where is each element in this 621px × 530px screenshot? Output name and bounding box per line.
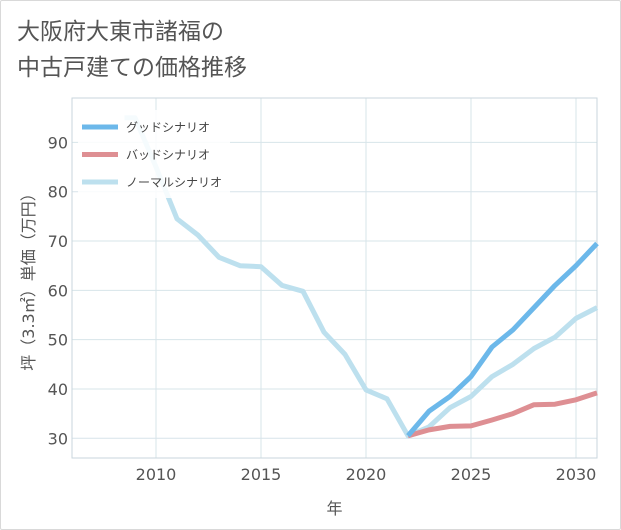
- x-tick-labels: 2010 2015 2020 2025 2030: [136, 465, 597, 484]
- x-tick-label: 2030: [556, 465, 597, 484]
- y-tick-label: 60: [48, 281, 68, 300]
- x-tick-label: 2020: [346, 465, 387, 484]
- y-tick-label: 80: [48, 183, 68, 202]
- series-line-2: [124, 115, 599, 439]
- series-line-1: [407, 390, 598, 439]
- x-tick-label: 2015: [241, 465, 282, 484]
- series-lines: [124, 115, 599, 439]
- y-tick-labels: 30 40 50 60 70 80 90: [48, 133, 68, 448]
- x-axis-label: 年: [326, 499, 342, 518]
- title-line-2: 中古戸建ての価格推移: [17, 55, 247, 81]
- grid: [72, 98, 597, 458]
- y-axis-label: 坪（3.3㎡）単価（万円）: [19, 185, 38, 370]
- y-tick-label: 30: [48, 429, 68, 448]
- x-tick-label: 2010: [136, 465, 177, 484]
- y-tick-label: 50: [48, 331, 68, 350]
- plot-area: [71, 97, 598, 459]
- legend-label-2: ノーマルシナリオ: [126, 176, 222, 190]
- x-tick-label: 2025: [451, 465, 492, 484]
- title-line-1: 大阪府大東市諸福の: [17, 19, 224, 45]
- y-tick-label: 40: [48, 380, 68, 399]
- chart-title: 大阪府大東市諸福の 中古戸建ての価格推移: [17, 14, 247, 86]
- legend-label-0: グッドシナリオ: [126, 121, 210, 135]
- series-line-0: [406, 241, 599, 438]
- y-tick-label: 70: [48, 232, 68, 251]
- y-tick-label: 90: [48, 133, 68, 152]
- legend-label-1: バッドシナリオ: [126, 148, 210, 162]
